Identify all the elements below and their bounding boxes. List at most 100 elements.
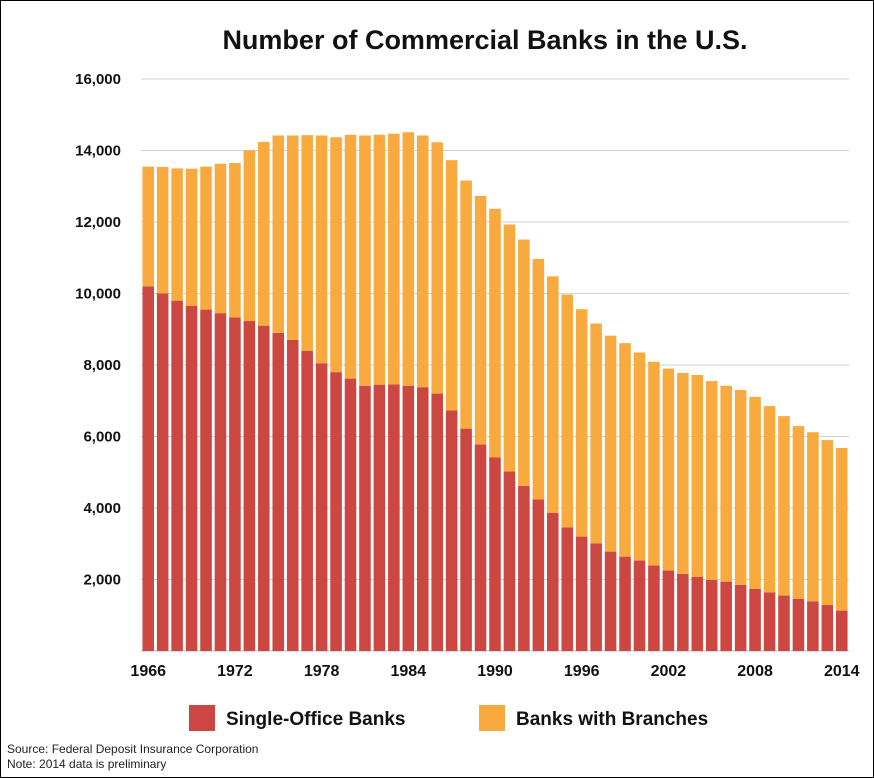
bar-single-office-banks [171,300,183,651]
bar-single-office-banks [720,581,732,651]
chart-title: Number of Commercial Banks in the U.S. [222,25,747,55]
x-tick-label: 1996 [564,663,600,680]
bar-banks-with-branches [821,440,834,605]
bar-single-office-banks [633,560,646,651]
legend-label-with-branches: Banks with Branches [516,709,708,730]
bar-single-office-banks [214,313,227,651]
bar-single-office-banks [677,573,689,651]
bar-banks-with-branches [416,135,429,388]
y-tick-label: 6,000 [83,429,121,446]
bar-banks-with-branches [388,133,400,385]
bar-banks-with-branches [185,168,198,307]
bar-banks-with-branches [272,135,285,333]
x-tick-label: 1978 [304,663,340,680]
bar-single-office-banks [243,321,256,651]
bar-single-office-banks [373,384,386,651]
bar-banks-with-branches [214,163,227,314]
bar-single-office-banks [388,384,400,651]
bar-single-office-banks [359,385,371,651]
bar-banks-with-branches [344,134,357,379]
bar-banks-with-branches [315,135,328,364]
bar-banks-with-branches [547,276,559,514]
y-tick-label: 12,000 [75,214,121,231]
bar-banks-with-branches [301,135,313,351]
chart-notes: Source: Federal Deposit Insurance Corpor… [7,742,258,772]
bar-single-office-banks [301,350,313,651]
bar-single-office-banks [258,325,270,651]
source-note: Source: Federal Deposit Insurance Corpor… [7,742,259,756]
bar-single-office-banks [835,610,848,651]
bar-banks-with-branches [835,447,848,611]
legend-swatch-single-office [189,705,215,731]
bar-banks-with-branches [734,390,747,585]
y-axis-ticks: 2,000 4,000 6,000 8,000 10,000 12,000 14,000 16… [75,71,121,589]
bar-banks-with-branches [373,134,386,385]
x-tick-label: 1990 [477,663,513,680]
bar-banks-with-branches [503,224,516,472]
bar-single-office-banks [503,471,516,651]
bar-single-office-banks [561,527,574,651]
bar-single-office-banks [575,536,588,651]
bar-banks-with-branches [171,168,183,301]
bar-single-office-banks [518,485,530,651]
bar-banks-with-branches [749,396,761,589]
x-tick-label: 1972 [217,663,253,680]
bar-banks-with-branches [156,166,169,294]
bar-single-office-banks [315,363,328,651]
bars [142,132,848,651]
bar-single-office-banks [734,584,747,651]
bar-single-office-banks [460,428,472,651]
x-tick-label: 1966 [130,663,166,680]
bar-banks-with-branches [258,141,270,326]
bar-single-office-banks [344,378,357,651]
bar-single-office-banks [792,598,805,651]
bar-banks-with-branches [792,426,805,599]
bar-single-office-banks [330,372,342,651]
bar-single-office-banks [691,576,704,651]
bar-banks-with-branches [807,432,819,602]
bar-banks-with-branches [691,375,704,577]
bar-banks-with-branches [778,416,790,596]
bar-banks-with-branches [445,160,458,411]
bar-single-office-banks [547,513,559,651]
bar-banks-with-branches [330,137,342,373]
bar-banks-with-branches [648,361,660,566]
bar-single-office-banks [821,604,834,651]
bar-single-office-banks [156,293,169,651]
bar-single-office-banks [590,543,602,651]
bar-single-office-banks [749,588,761,651]
bar-banks-with-branches [720,385,732,582]
bar-single-office-banks [807,601,819,651]
bar-banks-with-branches [590,323,602,544]
bar-single-office-banks [778,595,790,651]
bar-banks-with-branches [575,309,588,537]
y-tick-label: 2,000 [83,572,121,589]
bar-single-office-banks [662,570,675,651]
y-tick-label: 16,000 [75,71,121,88]
bar-banks-with-branches [474,195,487,445]
bar-banks-with-branches [489,208,501,458]
y-tick-label: 14,000 [75,143,121,160]
x-tick-label: 2014 [824,663,860,680]
bar-single-office-banks [532,499,545,651]
bar-single-office-banks [763,592,776,651]
bar-banks-with-branches [402,132,415,386]
bar-single-office-banks [705,579,718,651]
bar-single-office-banks [431,393,443,651]
bar-banks-with-branches [619,343,631,557]
bar-single-office-banks [604,551,617,651]
bar-chart: Number of Commercial Banks in the U.S. 2… [75,25,860,731]
bar-banks-with-branches [460,180,472,429]
bar-banks-with-branches [142,166,155,287]
legend-swatch-with-branches [479,705,505,731]
bar-single-office-banks [489,457,501,651]
bar-banks-with-branches [705,381,718,580]
bar-banks-with-branches [604,335,617,552]
legend-label-single-office: Single-Office Banks [226,709,406,730]
bar-banks-with-branches [662,368,675,571]
bar-banks-with-branches [359,135,371,386]
bar-single-office-banks [229,317,241,651]
bar-banks-with-branches [532,258,545,500]
bar-banks-with-branches [200,166,212,310]
